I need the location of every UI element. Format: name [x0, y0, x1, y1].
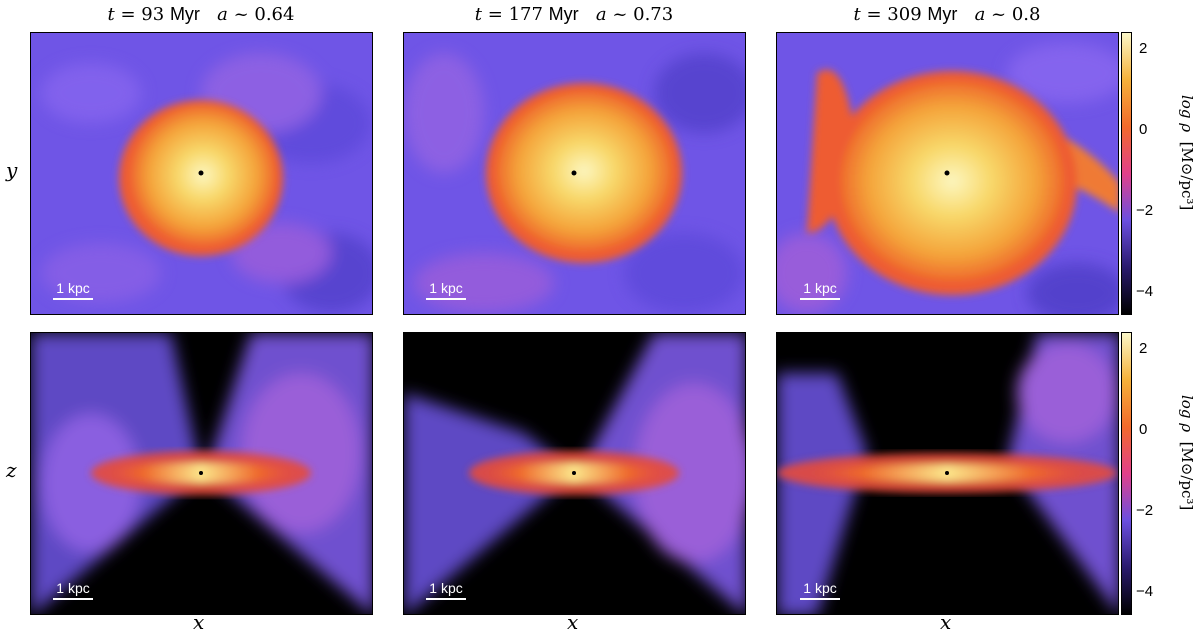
panel-faceon-2: [403, 32, 746, 315]
row1-y-axis-label: y: [6, 158, 18, 182]
colorbar-tick: −4: [1136, 283, 1154, 300]
scalebar-label: 1 kpc: [429, 580, 463, 596]
colorbar-tick: −2: [1136, 502, 1154, 519]
row2-z-axis-label: z: [6, 458, 17, 482]
panel-edgeon-1: [30, 332, 373, 615]
panel-faceon-1: [30, 32, 373, 315]
panel-edgeon-2: [403, 332, 746, 615]
colorbar-tick: −4: [1136, 583, 1154, 600]
colorbar-bottom: [1121, 332, 1132, 615]
scalebar-label: 1 kpc: [56, 280, 90, 296]
scalebar-label: 1 kpc: [803, 280, 837, 296]
panel-edgeon-3: [776, 332, 1119, 615]
colorbar-tick: 0: [1139, 121, 1148, 138]
scalebar-label: 1 kpc: [803, 580, 837, 596]
scalebar-4: 1 kpc: [53, 580, 93, 600]
colorbar-top: [1121, 32, 1132, 315]
colorbar-label-top: log ρ [M⊙/pc³]: [1178, 95, 1196, 211]
scalebar-1: 1 kpc: [53, 280, 93, 300]
scalebar-2: 1 kpc: [426, 280, 466, 300]
scalebar-label: 1 kpc: [56, 580, 90, 596]
colorbar-tick: 2: [1139, 340, 1148, 357]
scalebar-5: 1 kpc: [426, 580, 466, 600]
colorbar-tick: 2: [1139, 40, 1148, 57]
colorbar-tick: −2: [1136, 202, 1154, 219]
column-title-1: t = 93 Myr a ~ 0.64: [107, 4, 295, 25]
colorbar-label-bottom: log ρ [M⊙/pc³]: [1178, 395, 1196, 511]
scalebar-6: 1 kpc: [800, 580, 840, 600]
scalebar-label: 1 kpc: [429, 280, 463, 296]
x-axis-label-1: x: [193, 610, 205, 634]
column-title-3: t = 309 Myr a ~ 0.8: [853, 4, 1041, 25]
panel-faceon-3: [776, 32, 1119, 315]
x-axis-label-2: x: [567, 610, 579, 634]
colorbar-tick: 0: [1139, 421, 1148, 438]
scalebar-3: 1 kpc: [800, 280, 840, 300]
column-title-2: t = 177 Myr a ~ 0.73: [474, 4, 674, 25]
x-axis-label-3: x: [940, 610, 952, 634]
